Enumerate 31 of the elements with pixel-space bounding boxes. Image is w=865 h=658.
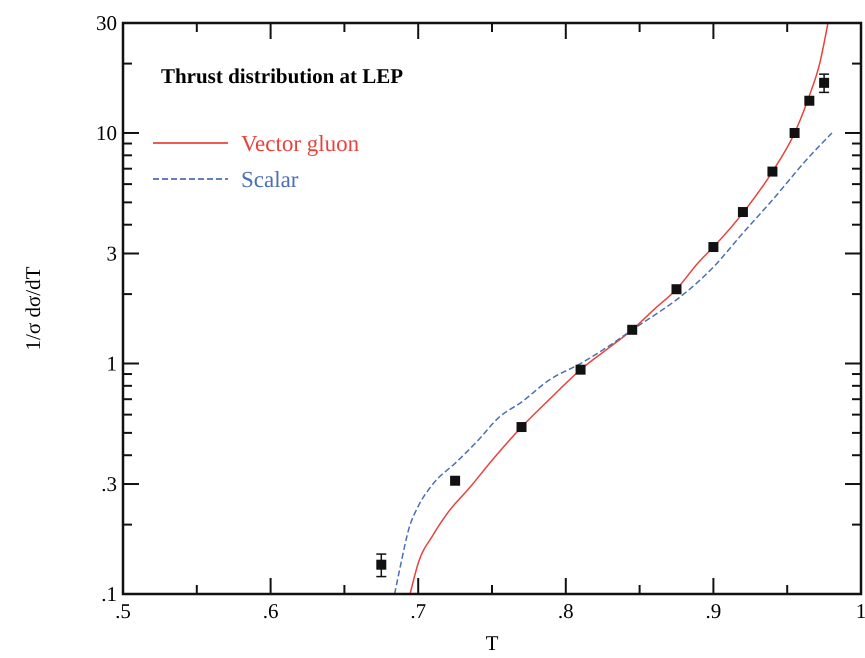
y-tick-label: 3: [106, 242, 117, 266]
y-tick-label: 10: [96, 120, 117, 145]
x-axis-title: T: [486, 631, 499, 655]
y-axis-title: 1/σ dσ/dT: [21, 266, 45, 350]
point: [738, 207, 748, 218]
point: [790, 128, 800, 138]
y-tick-label: 1: [106, 351, 117, 376]
point: [672, 284, 682, 294]
y-tick-label: 30: [96, 11, 117, 35]
point: [576, 364, 586, 375]
point: [516, 422, 527, 432]
point: [450, 476, 460, 486]
line-series: [409, 23, 829, 594]
x-tick-label: .8: [558, 599, 574, 623]
point: [376, 560, 386, 570]
x-tick-label: 1: [856, 599, 865, 623]
line-series: [394, 132, 833, 594]
x-tick-label: .5: [115, 599, 131, 623]
x-tick-label: .6: [262, 599, 278, 623]
point: [708, 242, 718, 252]
y-tick-label: .1: [101, 582, 117, 606]
legend-label: Vector gluon: [241, 131, 360, 156]
y-tick-label: .3: [101, 472, 117, 496]
point: [819, 78, 830, 88]
point: [767, 166, 778, 177]
x-tick-label: .9: [706, 599, 722, 623]
legend-label: Scalar: [241, 167, 299, 192]
point: [627, 324, 638, 335]
x-tick-label: .7: [410, 599, 426, 623]
text: Thrust distribution at LEP: [161, 64, 404, 88]
point: [804, 96, 814, 106]
